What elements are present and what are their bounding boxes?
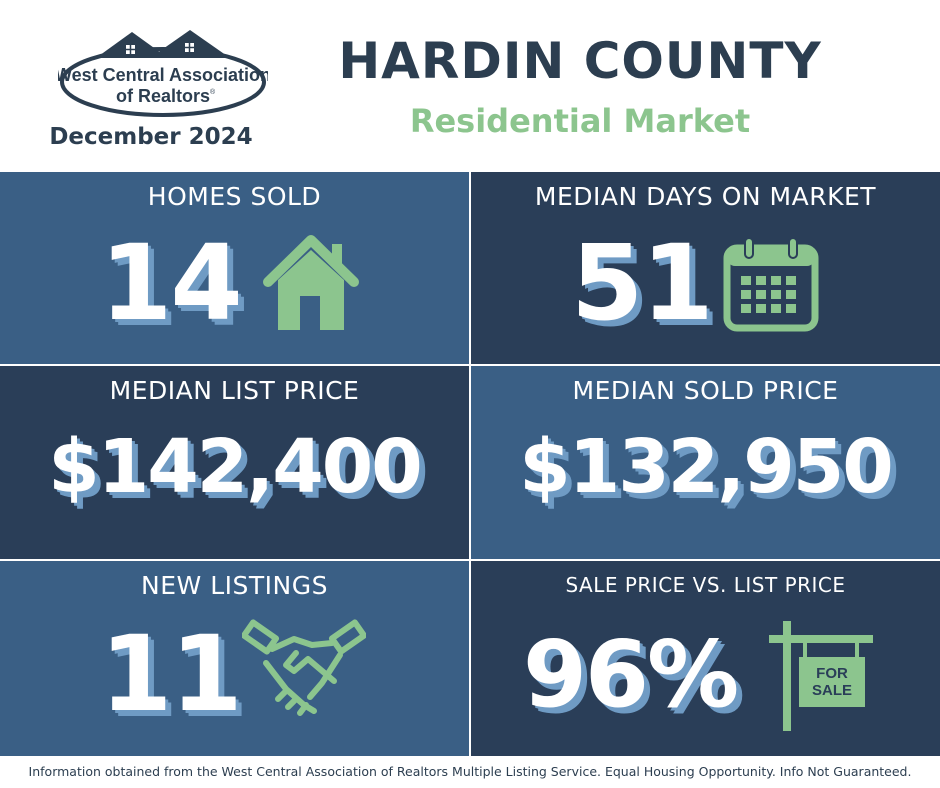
report-date: December 2024 [49, 124, 253, 150]
homes-sold-value: 14 [100, 222, 243, 344]
new-listings-label: NEW LISTINGS [141, 571, 328, 600]
sign-text-for: FOR [816, 665, 848, 682]
calendar-icon [723, 237, 819, 332]
median-list-price-value: $142,400 [48, 424, 423, 510]
sign-text-sale: SALE [811, 682, 852, 699]
median-sold-price-label: MEDIAN SOLD PRICE [572, 376, 839, 405]
median-sold-price-card: MEDIAN SOLD PRICE $132,950 [471, 366, 940, 559]
page-title: HARDIN COUNTY [338, 32, 822, 90]
homes-sold-label: HOMES SOLD [147, 182, 322, 211]
house-icon [263, 235, 359, 330]
new-listings-card: NEW LISTINGS 11 [0, 561, 469, 756]
median-days-label: MEDIAN DAYS ON MARKET [534, 182, 877, 211]
association-logo: West Central Association of Realtors ® [58, 30, 268, 117]
handshake-icon [242, 619, 366, 716]
page-subtitle: Residential Market [409, 102, 751, 140]
for-sale-sign-icon: FOR SALE [769, 621, 873, 731]
new-listings-value: 11 [100, 613, 243, 735]
stats-grid: HOMES SOLD 14 MEDIAN DAYS ON MARKET 51 M… [0, 172, 940, 756]
median-days-card: MEDIAN DAYS ON MARKET 51 [471, 172, 940, 364]
logo-text-line1: West Central Association [58, 65, 268, 85]
footer-disclaimer: Information obtained from the West Centr… [28, 764, 912, 779]
logo-registered-mark: ® [210, 88, 216, 96]
median-days-value: 51 [571, 222, 714, 344]
median-list-price-card: MEDIAN LIST PRICE $142,400 [0, 366, 469, 559]
footer: Information obtained from the West Centr… [0, 756, 940, 788]
homes-sold-card: HOMES SOLD 14 [0, 172, 469, 364]
logo-text-line2: of Realtors [116, 86, 210, 106]
median-list-price-label: MEDIAN LIST PRICE [109, 376, 360, 405]
sale-vs-list-value: 96% [523, 621, 739, 728]
sale-vs-list-card: SALE PRICE VS. LIST PRICE 96% FOR SALE [471, 561, 940, 756]
sale-vs-list-label: SALE PRICE VS. LIST PRICE [565, 573, 846, 597]
header: West Central Association of Realtors ® D… [0, 0, 940, 172]
median-sold-price-value: $132,950 [519, 424, 894, 510]
